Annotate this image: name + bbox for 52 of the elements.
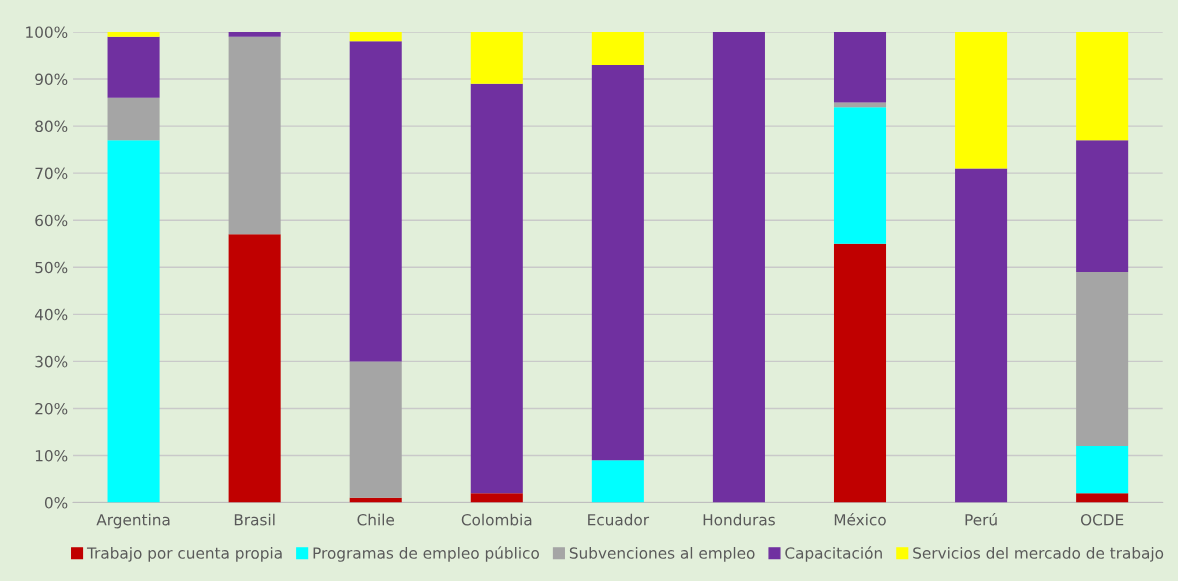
x-tick-label: Honduras [703,513,775,526]
bar [107,31,160,37]
bar [833,107,887,244]
bar [228,31,281,37]
bar [107,140,160,503]
x-tick-label: Colombia [461,513,532,526]
bar [591,460,644,503]
legend-label: Capacitación [785,546,882,562]
bar [107,97,160,141]
x-tick-label: Chile [357,513,395,526]
bar [349,31,402,42]
legend-label: Trabajo por cuenta propia [86,546,282,562]
bar [591,31,644,65]
y-tick-label: 100% [26,26,68,38]
y-tick-label: 40% [34,308,68,321]
y-tick-label: 60% [35,214,68,227]
bar [1076,140,1129,272]
bar [349,41,402,362]
x-tick-label: Ecuador [588,513,650,526]
bar [955,31,1008,169]
y-tick-label: 70% [35,167,68,180]
bar [107,36,160,98]
y-tick-label: 90% [35,73,68,86]
y-tick-label: 20% [35,402,68,415]
x-tick-label: OCDE [1080,513,1124,526]
bar [470,83,523,494]
bar [591,64,644,461]
x-tick-label: México [834,513,886,526]
bar [1076,446,1129,494]
bar [833,31,887,103]
legend-label: Subvenciones al empleo [569,546,755,562]
bar [470,493,523,503]
y-tick-label: 80% [35,120,68,133]
bar [833,243,887,503]
legend-label: Programas de empleo público [313,546,539,562]
legend-label: Servicios del mercado de trabajo [913,546,1164,562]
bar [349,361,402,498]
y-tick-label: 50% [35,261,68,274]
bar [228,234,281,503]
y-tick-label: 30% [35,355,68,368]
y-tick-label: 0% [44,497,68,509]
bar [1076,31,1129,141]
x-tick-label: Perú [965,513,997,526]
x-tick-label: Argentina [96,513,170,529]
bar [470,31,523,84]
x-tick-label: Brasil [234,513,275,526]
bar [228,36,281,235]
bar [955,168,1008,503]
bar [1076,493,1129,503]
y-tick-label: 10% [35,449,68,462]
bar [712,31,765,503]
bar [1076,271,1129,447]
